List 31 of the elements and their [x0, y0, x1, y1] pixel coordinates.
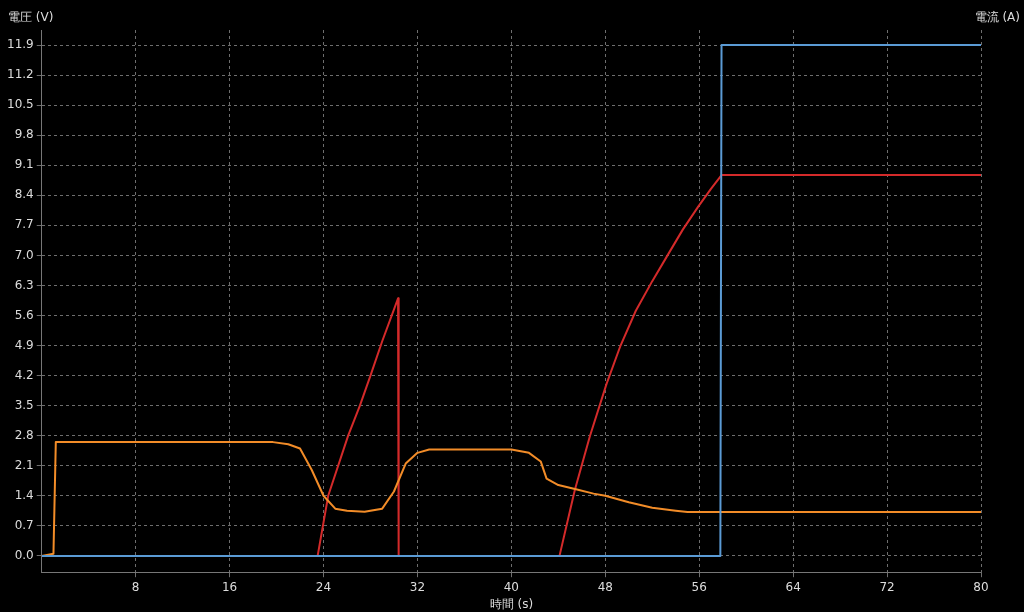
y-tick-label: 4.9 [14, 337, 34, 352]
y-tick-label: 11.2 [7, 67, 34, 82]
x-tick-label: 8 [131, 579, 140, 594]
x-tick-label: 64 [785, 579, 801, 594]
y-tick-label: 2.8 [14, 427, 34, 442]
x-tick-label: 16 [221, 579, 238, 594]
y-tick-label: 3.5 [14, 397, 34, 412]
y-tick-label: 9.1 [14, 157, 34, 172]
x-tick-label: 48 [597, 579, 613, 594]
y-tick-label: 6.3 [14, 277, 34, 292]
y-tick-label: 8.4 [14, 187, 34, 202]
y-tick-label: 1.4 [14, 487, 34, 502]
x-tick-label: 24 [315, 579, 332, 594]
x-axis-title: 時間 (s) [489, 596, 534, 611]
x-tick-label: 72 [879, 579, 895, 594]
y-tick-label: 11.9 [7, 37, 34, 52]
x-tick-label: 56 [691, 579, 707, 594]
y2-axis-title: 電流 (A) [974, 10, 1020, 25]
y-tick-label: 4.2 [14, 367, 34, 382]
y-tick-label: 2.1 [14, 457, 34, 472]
x-tick-label: 32 [409, 579, 426, 594]
y-tick-label: 10.5 [7, 97, 34, 112]
y-tick-label: 9.8 [14, 127, 34, 142]
y-tick-label: 7.7 [14, 217, 34, 232]
y-tick-label: 0.7 [14, 517, 34, 532]
y-tick-label: 7.0 [14, 247, 34, 262]
y-tick-label: 0.0 [14, 548, 34, 563]
y-tick-label: 5.6 [14, 307, 34, 322]
x-tick-label: 40 [503, 579, 519, 594]
y-axis-title: 電圧 (V) [8, 10, 54, 25]
x-tick-label: 80 [973, 579, 989, 594]
